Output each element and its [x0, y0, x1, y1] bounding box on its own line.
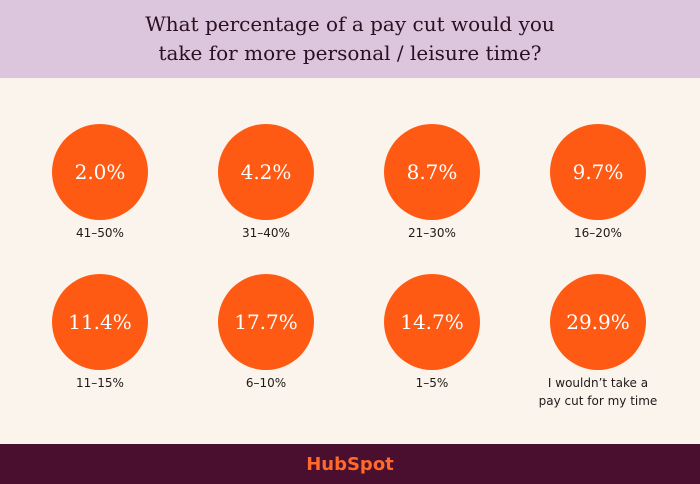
item-label: 21–30% — [408, 226, 456, 240]
item-label: 11–15% — [76, 376, 124, 390]
item-label: 16–20% — [574, 226, 622, 240]
item-label: 1–5% — [415, 376, 449, 390]
value-circle: 17.7% — [218, 274, 314, 370]
value-circle: 9.7% — [550, 124, 646, 220]
value-circle: 11.4% — [52, 274, 148, 370]
value-circle: 8.7% — [384, 124, 480, 220]
value-circle: 29.9% — [550, 274, 646, 370]
value-circle: 2.0% — [52, 124, 148, 220]
logo: HubSpot — [306, 453, 394, 475]
item-label: 31–40% — [242, 226, 290, 240]
value-circle: 14.7% — [384, 274, 480, 370]
item-label: I wouldn’t take a pay cut for my time — [538, 376, 658, 408]
value-circle: 4.2% — [218, 124, 314, 220]
item-label: 6–10% — [245, 376, 287, 390]
footer: HubSpot — [0, 444, 700, 484]
item-label: 41–50% — [76, 226, 124, 240]
header: What percentage of a pay cut would you t… — [0, 0, 700, 78]
title: What percentage of a pay cut would you t… — [145, 12, 555, 65]
